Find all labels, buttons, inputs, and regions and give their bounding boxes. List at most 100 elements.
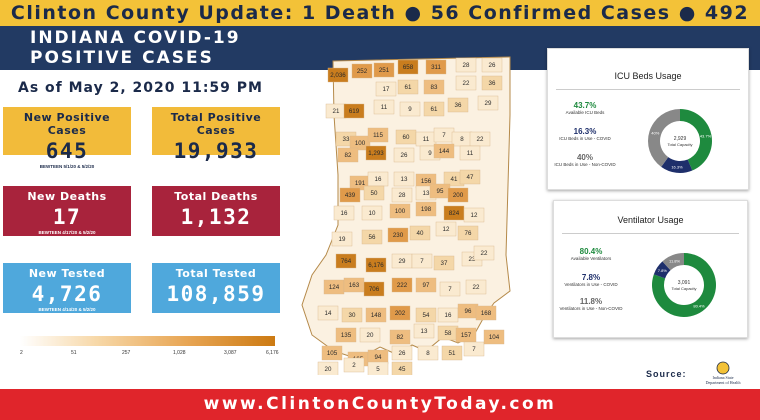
- county-cell: [339, 187, 361, 203]
- county-case-count: 10: [369, 210, 376, 217]
- county-cell: [447, 97, 469, 113]
- county-case-count: 8: [460, 136, 464, 143]
- icu-title: ICU Beds Usage: [614, 71, 682, 81]
- county-case-count: 144: [439, 148, 450, 155]
- stat-pct: 11.8%: [579, 297, 603, 306]
- county-case-count: 61: [405, 84, 412, 91]
- county-cell: [423, 101, 445, 117]
- county-cell: [331, 231, 353, 247]
- legend-tick: 257: [122, 350, 131, 356]
- ventilator-panel: Ventilator Usage 80.4% Available Ventila…: [553, 200, 748, 338]
- vent-noncovid-stat: 11.8% Ventilators in Use - Non-COVID: [556, 297, 626, 311]
- county-cell: [359, 327, 381, 343]
- county-case-count: 16: [341, 210, 348, 217]
- county-case-count: 76: [465, 230, 472, 237]
- source-label: Source:: [646, 369, 687, 379]
- county-case-count: 6,176: [368, 262, 384, 269]
- donut-segment: [653, 261, 671, 279]
- legend-tick: 6,176: [266, 350, 279, 356]
- county-case-count: 22: [463, 80, 470, 87]
- county-cell: [365, 257, 387, 273]
- county-cell: [433, 255, 455, 271]
- county-case-count: 11: [381, 104, 388, 111]
- county-case-count: 202: [395, 310, 406, 317]
- new-deaths-card: New Deaths 17 BEWTEEN 4/17/20 & 5/2/20: [3, 186, 131, 236]
- county-cell: [343, 357, 365, 373]
- county-case-count: 60: [403, 134, 410, 141]
- county-case-count: 439: [345, 192, 356, 199]
- county-case-count: 100: [355, 140, 366, 147]
- county-case-count: 198: [421, 206, 432, 213]
- county-cell: [447, 187, 469, 203]
- county-case-count: 30: [349, 312, 356, 319]
- county-cell: [349, 135, 371, 151]
- footer-url[interactable]: www.ClintonCountyToday.com: [0, 389, 760, 420]
- county-cell: [433, 143, 455, 159]
- county-case-count: 22: [477, 136, 484, 143]
- icu-panel: ICU Beds Usage 43.7% Available ICU Beds …: [547, 48, 749, 190]
- county-cell: [387, 227, 409, 243]
- county-cell: [457, 225, 479, 241]
- county-case-count: 11: [423, 136, 430, 143]
- county-case-count: 706: [369, 286, 380, 293]
- county-cell: [439, 281, 461, 297]
- county-case-count: 191: [355, 180, 366, 187]
- county-case-count: 83: [431, 84, 438, 91]
- county-case-count: 97: [423, 282, 430, 289]
- county-case-count: 45: [399, 366, 406, 373]
- county-cell: [363, 185, 385, 201]
- county-cell: [481, 57, 503, 73]
- county-case-count: 252: [357, 68, 368, 75]
- county-case-count: 8: [426, 350, 430, 357]
- county-case-count: 94: [375, 354, 382, 361]
- county-case-count: 26: [401, 152, 408, 159]
- county-cell: [361, 229, 383, 245]
- county-case-count: 22: [481, 250, 488, 257]
- county-cell: [391, 187, 413, 203]
- county-cell: [351, 63, 373, 79]
- county-case-count: 135: [341, 332, 352, 339]
- county-cell: [417, 345, 439, 361]
- county-cell: [391, 345, 413, 361]
- county-cell: [337, 147, 359, 163]
- legend-tick: 1,028: [173, 350, 186, 356]
- county-case-count: 222: [397, 282, 408, 289]
- legend-tick: 2: [20, 350, 23, 356]
- county-case-count: 29: [485, 100, 492, 107]
- legend-tick: 3,087: [224, 350, 237, 356]
- icu-noncovid-stat: 40% ICU Beds in Use - Non-COVID: [550, 153, 620, 167]
- donut-segment: [652, 253, 716, 317]
- county-case-count: 100: [395, 208, 406, 215]
- county-cell: [463, 207, 485, 223]
- county-case-count: 200: [453, 192, 464, 199]
- county-cell: [415, 307, 437, 323]
- county-case-count: 28: [399, 192, 406, 199]
- county-case-count: 96: [465, 308, 472, 315]
- card-date-range: BEWTEEN 4/14/20 & 5/2/20: [38, 307, 96, 312]
- update-banner: Clinton County Update: 1 Death ● 56 Conf…: [0, 0, 760, 50]
- county-cell: [389, 203, 411, 219]
- donut-segment: [680, 109, 712, 171]
- new-tested-card: New Tested 4,726 BEWTEEN 4/14/20 & 5/2/2…: [3, 263, 131, 313]
- county-case-count: 163: [349, 282, 360, 289]
- county-case-count: 16: [375, 176, 382, 183]
- county-cell: [481, 75, 503, 91]
- county-case-count: 36: [489, 80, 496, 87]
- donut-segment: [662, 253, 684, 271]
- county-case-count: 82: [345, 152, 352, 159]
- total-tested-card: Total Tested 108,859: [152, 263, 280, 313]
- county-case-count: 26: [489, 62, 496, 69]
- county-case-count: 13: [401, 176, 408, 183]
- county-cell: [441, 345, 463, 361]
- county-case-count: 95: [437, 188, 444, 195]
- county-case-count: 51: [449, 350, 456, 357]
- county-cell: [411, 253, 433, 269]
- stat-pct: 16.3%: [573, 127, 597, 136]
- donut-segment-label: 40%: [651, 130, 659, 135]
- county-cell: [321, 345, 343, 361]
- county-cell: [415, 201, 437, 217]
- card-value: 108,859: [166, 282, 266, 306]
- county-case-count: 2,036: [330, 72, 346, 79]
- county-case-count: 14: [325, 310, 332, 317]
- county-case-count: 230: [393, 232, 404, 239]
